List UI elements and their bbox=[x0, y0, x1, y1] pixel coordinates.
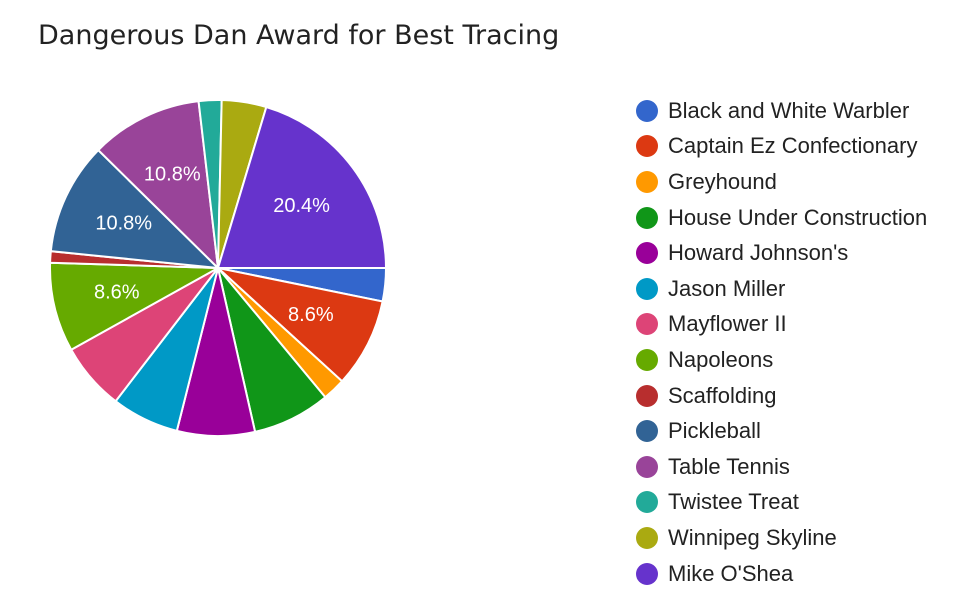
legend-swatch bbox=[636, 420, 658, 443]
legend-label: Captain Ez Confectionary bbox=[668, 133, 918, 159]
slice-label: 10.8% bbox=[144, 163, 201, 185]
legend-label: Jason Miller bbox=[668, 275, 786, 301]
legend-label: Twistee Treat bbox=[668, 489, 799, 515]
pie-slice-table-tennis[interactable] bbox=[96, 100, 220, 271]
legend-swatch bbox=[636, 348, 658, 371]
legend-item[interactable]: Black and White Warbler bbox=[636, 93, 927, 129]
legend-item[interactable]: Twistee Treat bbox=[636, 485, 927, 521]
legend-item[interactable]: Napoleons bbox=[636, 342, 927, 378]
slice-label: 20.4% bbox=[273, 195, 330, 217]
legend-swatch bbox=[636, 242, 658, 265]
legend-label: Greyhound bbox=[668, 168, 777, 194]
legend-label: Mike O'Shea bbox=[668, 560, 794, 586]
legend-label: Table Tennis bbox=[668, 453, 790, 479]
legend-label: Howard Johnson's bbox=[668, 240, 849, 266]
pie-slice-captain-ez-confectionary[interactable] bbox=[214, 266, 384, 383]
legend-item[interactable]: Greyhound bbox=[636, 164, 927, 200]
slice-label: 10.8% bbox=[95, 213, 152, 235]
legend-label: Napoleons bbox=[668, 346, 774, 372]
legend-item[interactable]: Scaffolding bbox=[636, 378, 927, 414]
pie-slices bbox=[49, 99, 388, 437]
legend-label: Winnipeg Skyline bbox=[668, 524, 837, 550]
chart-title: Dangerous Dan Award for Best Tracing bbox=[38, 20, 560, 51]
pie-slice-pickleball[interactable] bbox=[49, 148, 221, 270]
legend-swatch bbox=[636, 313, 658, 336]
legend-item[interactable]: Captain Ez Confectionary bbox=[636, 129, 927, 165]
legend-label: Mayflower II bbox=[668, 311, 787, 337]
legend-swatch bbox=[636, 206, 658, 229]
legend-label: House Under Construction bbox=[668, 204, 928, 230]
legend-swatch bbox=[636, 562, 658, 585]
legend-label: Black and White Warbler bbox=[668, 97, 910, 123]
legend-label: Scaffolding bbox=[668, 382, 777, 408]
legend-swatch bbox=[636, 277, 658, 300]
pie-slice-napoleons[interactable] bbox=[49, 261, 222, 352]
legend-item[interactable]: House Under Construction bbox=[636, 200, 927, 236]
legend-label: Pickleball bbox=[668, 418, 761, 444]
slice-label: 8.6% bbox=[288, 304, 334, 326]
legend-item[interactable]: Winnipeg Skyline bbox=[636, 520, 927, 556]
legend-swatch bbox=[636, 526, 658, 549]
legend-item[interactable]: Howard Johnson's bbox=[636, 235, 927, 271]
legend-swatch bbox=[636, 170, 658, 193]
slice-label: 8.6% bbox=[94, 282, 140, 304]
legend-swatch bbox=[636, 491, 658, 514]
legend-item[interactable]: Pickleball bbox=[636, 413, 927, 449]
pie-slice-mike-o-shea[interactable] bbox=[216, 105, 388, 269]
legend-swatch bbox=[636, 384, 658, 407]
legend-item[interactable]: Jason Miller bbox=[636, 271, 927, 307]
legend-item[interactable]: Mayflower II bbox=[636, 307, 927, 343]
legend-swatch bbox=[636, 455, 658, 478]
pie-slice-labels: 8.6% 8.6% 10.8% 10.8% 20.4% bbox=[94, 163, 334, 326]
chart-legend: Black and White Warbler Captain Ez Confec… bbox=[636, 93, 927, 591]
legend-item[interactable]: Table Tennis bbox=[636, 449, 927, 485]
legend-item[interactable]: Mike O'Shea bbox=[636, 556, 927, 592]
legend-swatch bbox=[636, 135, 658, 158]
legend-swatch bbox=[636, 99, 658, 122]
